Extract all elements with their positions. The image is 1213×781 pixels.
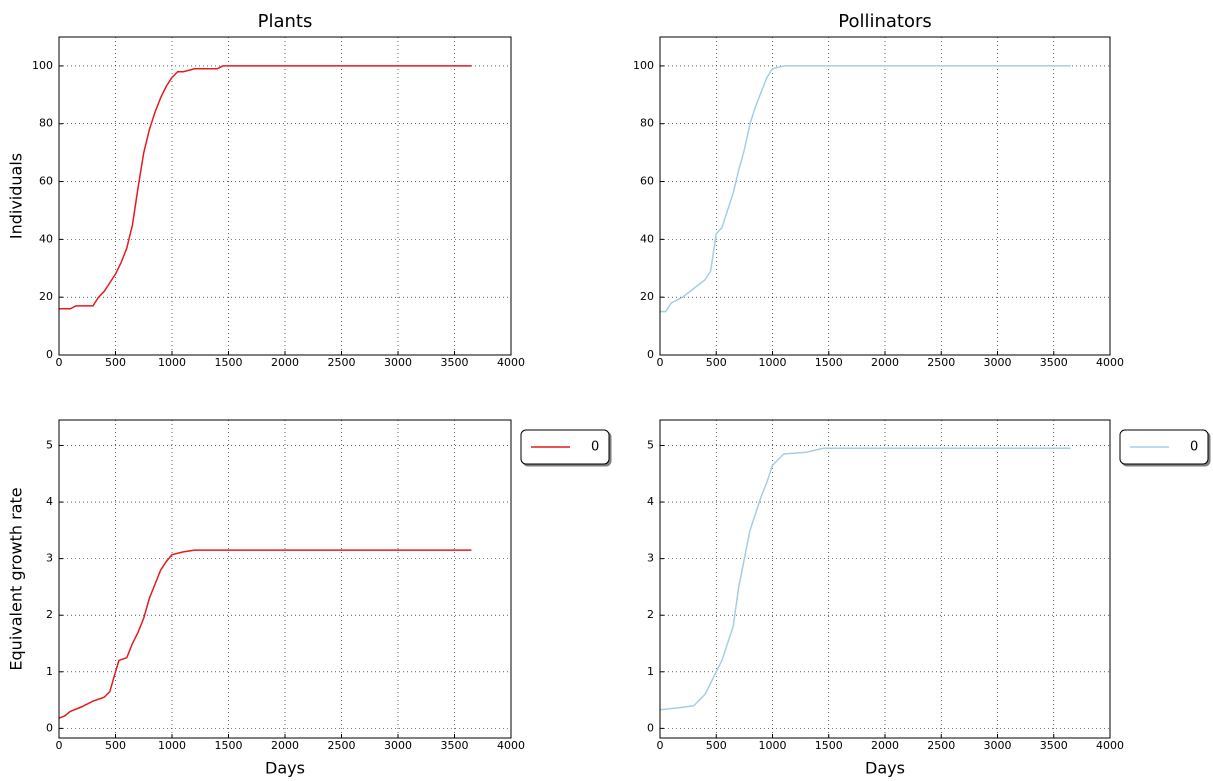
- legend-label: 0: [591, 440, 599, 455]
- subplot: 0 500 1000 1500 2000 2500 3000 3500 4000 0 1 2 3 4 5 Da…: [647, 419, 1209, 778]
- subplot-title: Pollinators: [838, 11, 932, 32]
- y-tick-label: 2: [647, 608, 654, 621]
- x-tick-label: 1000: [158, 739, 186, 752]
- subplot: 0 500 1000 1500 2000 2500 3000 3500 4000 0 1 2 3 4 5 Eq…: [7, 419, 610, 778]
- y-tick-label: 1: [647, 665, 654, 678]
- x-tick-label: 3000: [984, 356, 1012, 369]
- y-tick-label: 0: [647, 348, 654, 361]
- y-tick-label: 100: [32, 59, 53, 72]
- x-tick-label: 0: [657, 739, 664, 752]
- x-tick-label: 2000: [271, 739, 299, 752]
- y-tick-label: 60: [640, 175, 654, 188]
- x-tick-label: 4000: [1096, 739, 1124, 752]
- series-line: [659, 447, 1071, 711]
- y-tick-label: 100: [633, 59, 654, 72]
- legend-label: 0: [1190, 440, 1198, 455]
- legend: 0: [520, 429, 610, 465]
- x-tick-label: 4000: [1096, 356, 1124, 369]
- x-tick-label: 0: [56, 356, 63, 369]
- x-tick-label: 3000: [384, 739, 412, 752]
- x-tick-label: 1500: [815, 739, 843, 752]
- y-tick-label: 3: [647, 552, 654, 565]
- x-tick-label: 500: [706, 739, 727, 752]
- x-tick-label: 3000: [384, 356, 412, 369]
- y-tick-label: 3: [46, 552, 53, 565]
- x-axis-label: Days: [265, 759, 305, 778]
- y-tick-label: 5: [46, 438, 53, 451]
- x-tick-label: 3000: [984, 739, 1012, 752]
- x-tick-label: 2500: [328, 356, 356, 369]
- y-tick-label: 80: [640, 117, 654, 130]
- x-tick-label: 2500: [328, 739, 356, 752]
- subplot: 0 500 1000 1500 2000 2500 3000 3500 4000 0 20 40 60 8…: [7, 11, 526, 369]
- x-tick-label: 1500: [815, 356, 843, 369]
- x-tick-label: 1500: [215, 356, 243, 369]
- plot-frame: [58, 36, 512, 356]
- x-tick-label: 3500: [1040, 356, 1068, 369]
- y-tick-label: 60: [39, 175, 53, 188]
- x-tick-label: 0: [657, 356, 664, 369]
- series-line: [58, 549, 472, 719]
- y-tick-label: 80: [39, 117, 53, 130]
- x-tick-label: 1000: [759, 739, 787, 752]
- x-tick-label: 1000: [759, 356, 787, 369]
- y-tick-label: 40: [39, 232, 53, 245]
- x-tick-label: 2500: [927, 739, 955, 752]
- y-tick-label: 4: [46, 495, 53, 508]
- y-tick-label: 20: [39, 290, 53, 303]
- x-tick-label: 4000: [497, 356, 525, 369]
- subplot: 0 500 1000 1500 2000 2500 3000 3500 4000 0 20 40 60 8…: [633, 11, 1124, 369]
- subplot-title: Plants: [258, 11, 313, 32]
- plot-frame: [58, 419, 512, 739]
- x-tick-label: 2000: [271, 356, 299, 369]
- x-tick-label: 1500: [215, 739, 243, 752]
- x-tick-label: 0: [56, 739, 63, 752]
- x-tick-label: 2500: [927, 356, 955, 369]
- plot-frame: [659, 36, 1111, 356]
- x-tick-label: 3500: [1040, 739, 1068, 752]
- x-axis-label: Days: [865, 759, 905, 778]
- y-tick-label: 0: [647, 721, 654, 734]
- x-tick-label: 500: [105, 739, 126, 752]
- legend: 0: [1119, 429, 1209, 465]
- y-tick-label: 0: [46, 348, 53, 361]
- x-tick-label: 1000: [158, 356, 186, 369]
- y-tick-label: 2: [46, 608, 53, 621]
- x-tick-label: 4000: [497, 739, 525, 752]
- x-tick-label: 500: [706, 356, 727, 369]
- y-tick-label: 5: [647, 438, 654, 451]
- x-tick-label: 500: [105, 356, 126, 369]
- y-axis-label: Individuals: [7, 153, 26, 239]
- y-tick-label: 0: [46, 721, 53, 734]
- series-line: [660, 65, 1071, 313]
- x-tick-label: 2000: [871, 739, 899, 752]
- y-tick-label: 40: [640, 232, 654, 245]
- x-tick-label: 3500: [441, 739, 469, 752]
- y-tick-label: 4: [647, 495, 654, 508]
- x-tick-label: 2000: [871, 356, 899, 369]
- y-axis-label: Equivalent growth rate: [7, 487, 26, 670]
- y-tick-label: 1: [46, 665, 53, 678]
- plot-frame: [659, 419, 1111, 739]
- series-line: [59, 65, 472, 310]
- x-tick-label: 3500: [441, 356, 469, 369]
- y-tick-label: 20: [640, 290, 654, 303]
